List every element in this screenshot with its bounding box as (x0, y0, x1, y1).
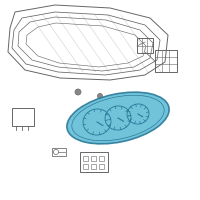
Ellipse shape (75, 89, 81, 95)
Bar (91, 156, 96, 161)
Bar (83, 164, 88, 169)
Bar (99, 164, 104, 169)
Bar (91, 164, 96, 169)
Ellipse shape (98, 94, 102, 98)
Bar (99, 156, 104, 161)
Bar (83, 156, 88, 161)
Ellipse shape (67, 92, 169, 144)
